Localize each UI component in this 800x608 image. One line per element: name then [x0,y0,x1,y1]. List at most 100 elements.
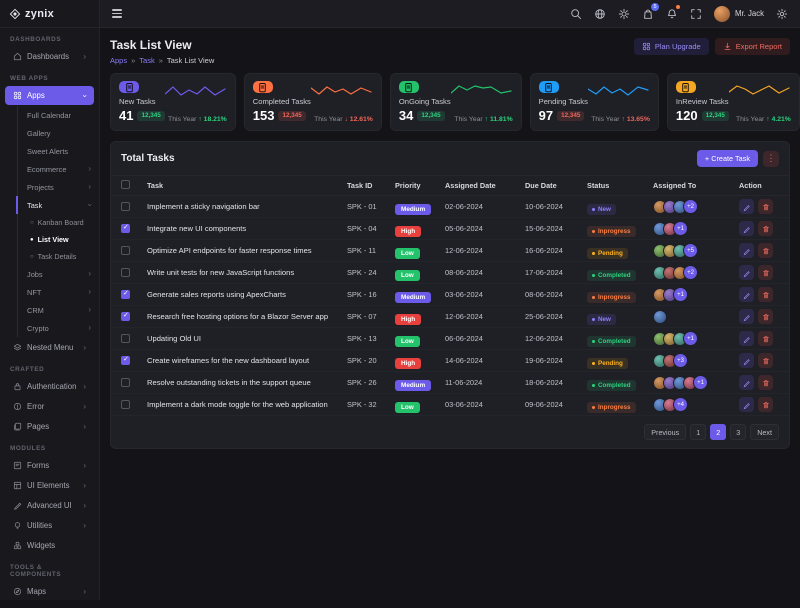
assignee-extra-count[interactable]: +2 [683,199,698,214]
pagination-page-3[interactable]: 3 [730,424,747,440]
search-icon[interactable] [570,7,583,20]
assignee-extra-count[interactable]: +2 [683,265,698,280]
task-title[interactable]: Research free hosting options for a Blaz… [147,312,329,321]
sidebar-item-projects[interactable]: Projects › [18,178,99,196]
sidebar-item-forms[interactable]: Forms › [5,456,94,475]
pagination-previous[interactable]: Previous [644,424,687,440]
breadcrumb-item[interactable]: Apps [110,56,128,65]
edit-button[interactable] [739,265,754,280]
assigned-date: 03-06-2024 [445,400,483,409]
task-title[interactable]: Write unit tests for new JavaScript func… [147,268,295,277]
assignee-extra-count[interactable]: +3 [673,353,688,368]
create-task-button[interactable]: + Create Task [696,150,758,167]
sidebar-item-utilities[interactable]: Utilities › [5,516,94,535]
row-checkbox[interactable] [121,311,130,321]
delete-button[interactable] [758,309,773,324]
task-title[interactable]: Implement a dark mode toggle for the web… [147,400,328,409]
pagination-next[interactable]: Next [750,424,779,440]
delete-button[interactable] [758,375,773,390]
row-checkbox[interactable] [121,355,130,365]
task-title[interactable]: Integrate new UI components [147,224,247,233]
assignee-extra-count[interactable]: +1 [673,221,688,236]
delete-button[interactable] [758,199,773,214]
notifications-icon[interactable] [666,5,680,20]
assignee-extra-count[interactable]: +5 [683,243,698,258]
more-options-button[interactable]: ⋮ [763,150,779,167]
sidebar-item-kanban-board[interactable]: ○ Kanban Board [26,214,99,231]
brand-logo[interactable]: zynix [0,0,99,28]
sidebar-item-nested-menu[interactable]: Nested Menu › [5,338,94,357]
sidebar-item-apps[interactable]: Apps › [5,86,94,105]
pagination-page-1[interactable]: 1 [690,424,707,440]
task-title[interactable]: Optimize API endpoints for faster respon… [147,246,312,255]
sidebar-item-ui-elements[interactable]: UI Elements › [5,476,94,495]
row-checkbox[interactable] [121,333,130,343]
sidebar-item-nft[interactable]: NFT › [18,283,99,301]
row-checkbox[interactable] [121,201,130,211]
sidebar-item-maps[interactable]: Maps › [5,582,94,601]
language-icon[interactable] [594,7,607,20]
user-menu[interactable]: Mr. Jack [713,5,764,22]
task-title[interactable]: Updating Old UI [147,334,202,343]
sidebar-item-advanced-ui[interactable]: Advanced UI › [5,496,94,515]
row-checkbox[interactable] [121,245,130,255]
sidebar-item-crypto[interactable]: Crypto › [18,319,99,337]
sidebar-item-crm[interactable]: CRM › [18,301,99,319]
trash-icon [762,335,769,342]
pagination-page-2[interactable]: 2 [710,424,727,440]
sidebar-item-gallery[interactable]: Gallery [18,124,99,142]
sidebar-item-full-calendar[interactable]: Full Calendar [18,106,99,124]
edit-button[interactable] [739,375,754,390]
edit-button[interactable] [739,287,754,302]
delete-button[interactable] [758,287,773,302]
delete-button[interactable] [758,221,773,236]
delete-button[interactable] [758,243,773,258]
edit-button[interactable] [739,331,754,346]
assignee-extra-count[interactable]: +4 [673,397,688,412]
settings-gear-icon[interactable] [775,7,788,20]
sidebar-item-task-details[interactable]: ○ Task Details [26,248,99,265]
row-checkbox[interactable] [121,267,130,277]
edit-button[interactable] [739,221,754,236]
assignee-extra-count[interactable]: +1 [693,375,708,390]
assignee-extra-count[interactable]: +1 [683,331,698,346]
cart-icon[interactable]: 5 [642,3,659,20]
row-checkbox[interactable] [121,289,130,299]
sidebar-item-error[interactable]: Error › [5,397,94,416]
edit-button[interactable] [739,397,754,412]
assignee-extra-count[interactable]: +1 [673,287,688,302]
sidebar-item-pages[interactable]: Pages › [5,417,94,436]
edit-button[interactable] [739,199,754,214]
task-title[interactable]: Generate sales reports using ApexCharts [147,290,286,299]
due-date: 17-06-2024 [525,268,563,277]
edit-button[interactable] [739,353,754,368]
assignee-avatar[interactable] [653,309,667,324]
breadcrumb-item[interactable]: Task [139,56,155,65]
sidebar-item-task[interactable]: Task › [16,196,99,214]
sidebar-item-jobs[interactable]: Jobs › [18,265,99,283]
task-title[interactable]: Create wireframes for the new dashboard … [147,356,310,365]
row-checkbox[interactable] [121,377,130,387]
delete-button[interactable] [758,397,773,412]
sidebar-item-sweet-alerts[interactable]: Sweet Alerts [18,142,99,160]
delete-button[interactable] [758,331,773,346]
delete-button[interactable] [758,265,773,280]
sidebar-item-authentication[interactable]: Authentication › [5,377,94,396]
export-report-button[interactable]: Export Report [714,38,790,55]
sidebar-item-ecommerce[interactable]: Ecommerce › [18,160,99,178]
row-checkbox[interactable] [121,223,130,233]
fullscreen-icon[interactable] [690,7,703,20]
menu-toggle-button[interactable] [112,9,122,18]
sidebar-item-list-view[interactable]: ● List View [26,231,99,248]
task-title[interactable]: Resolve outstanding tickets in the suppo… [147,378,311,387]
theme-toggle-icon[interactable] [618,7,631,20]
select-all-checkbox[interactable] [121,180,130,189]
edit-button[interactable] [739,309,754,324]
task-title[interactable]: Implement a sticky navigation bar [147,202,260,211]
edit-button[interactable] [739,243,754,258]
plan-upgrade-button[interactable]: Plan Upgrade [633,38,709,55]
sidebar-item-dashboards[interactable]: Dashboards › [5,47,94,66]
delete-button[interactable] [758,353,773,368]
sidebar-item-widgets[interactable]: Widgets [5,536,94,555]
row-checkbox[interactable] [121,399,130,409]
